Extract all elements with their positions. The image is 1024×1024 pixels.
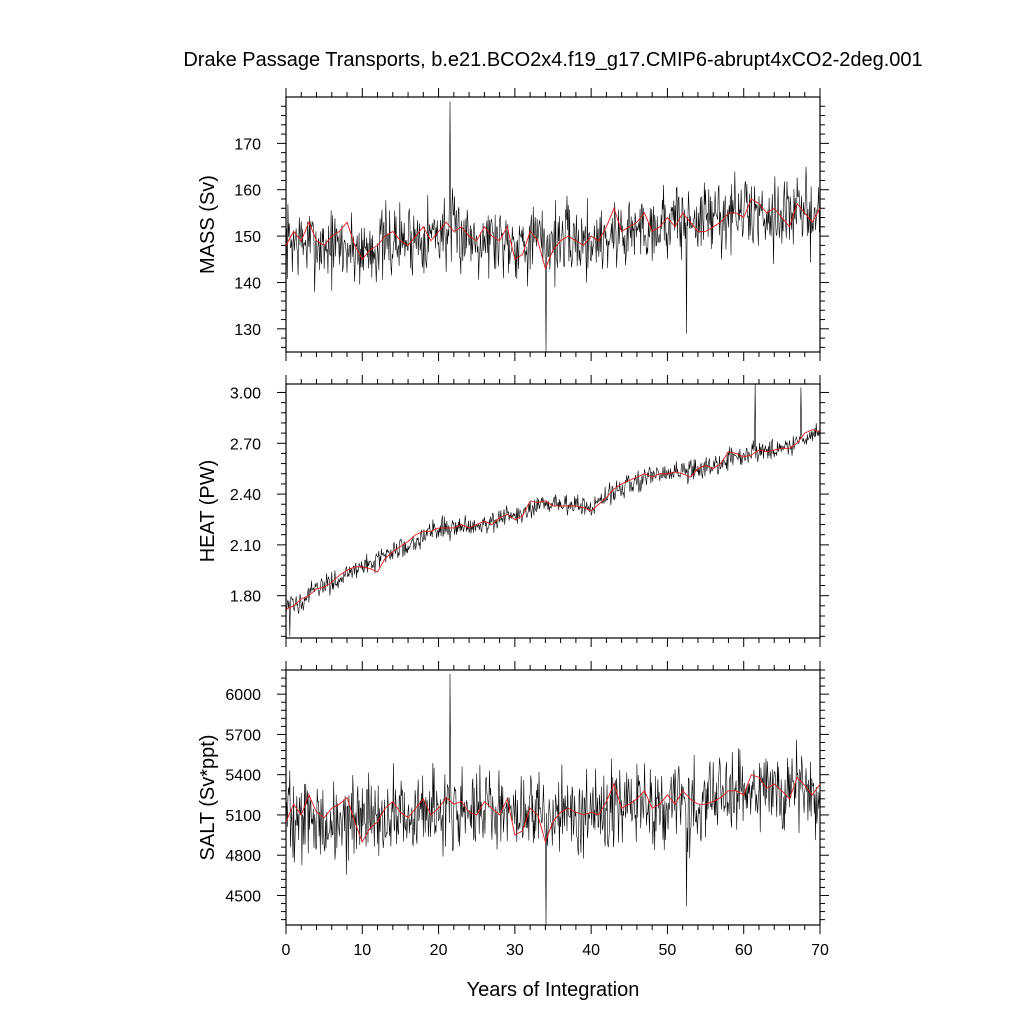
x-tick-label: 20 [430, 942, 448, 959]
y-tick-label: 2.70 [230, 436, 261, 453]
y-tick-label: 140 [234, 275, 261, 292]
y-axis-label: SALT (Sv*ppt) [197, 735, 219, 861]
x-tick-label: 10 [353, 942, 371, 959]
annual-mean-line [285, 774, 821, 844]
y-tick-label: 1.80 [230, 589, 261, 606]
x-tick-label: 30 [506, 942, 524, 959]
panel-frame [285, 96, 821, 353]
panel-frame [285, 383, 821, 639]
monthly-series-line [285, 101, 821, 353]
x-tick-label: 70 [811, 942, 829, 959]
y-tick-label: 130 [234, 322, 261, 339]
y-axis-label: MASS (Sv) [197, 175, 219, 274]
y-tick-label: 150 [234, 229, 261, 246]
y-axis-label: HEAT (PW) [197, 460, 219, 563]
panel-0: 130 140 150 160 170 MASS (Sv) [197, 88, 829, 361]
y-tick-label: 6000 [225, 687, 261, 704]
monthly-series-line [285, 383, 821, 637]
panel-1: 1.80 2.10 2.40 2.70 3.00 HEAT (PW) [197, 375, 829, 647]
y-tick-label: 3.00 [230, 385, 261, 402]
x-tick-label: 60 [735, 942, 753, 959]
chart-title: Drake Passage Transports, b.e21.BCO2x4.f… [183, 49, 922, 71]
y-tick-label: 5400 [225, 768, 261, 785]
x-axis-label: Years of Integration [467, 979, 640, 1001]
y-tick-label: 5700 [225, 727, 261, 744]
y-tick-label: 4500 [225, 888, 261, 905]
panels: 130 140 150 160 170 MASS (Sv) 1.80 2.10 2.40 2.70… [197, 88, 829, 959]
y-tick-label: 2.40 [230, 487, 261, 504]
panel-frame [285, 669, 821, 926]
annual-mean-line [285, 198, 821, 270]
x-tick-label: 0 [282, 942, 291, 959]
x-tick-label: 40 [582, 942, 600, 959]
y-tick-label: 5100 [225, 808, 261, 825]
y-tick-label: 4800 [225, 848, 261, 865]
panel-2: 0 10 20 30 40 50 60 70 4500 4800 5100 5400 5700 6000 S… [197, 661, 829, 959]
monthly-series-line [285, 674, 821, 926]
y-tick-label: 170 [234, 136, 261, 153]
x-tick-label: 50 [659, 942, 677, 959]
annual-mean-line [285, 429, 821, 610]
y-tick-label: 160 [234, 183, 261, 200]
y-tick-label: 2.10 [230, 538, 261, 555]
